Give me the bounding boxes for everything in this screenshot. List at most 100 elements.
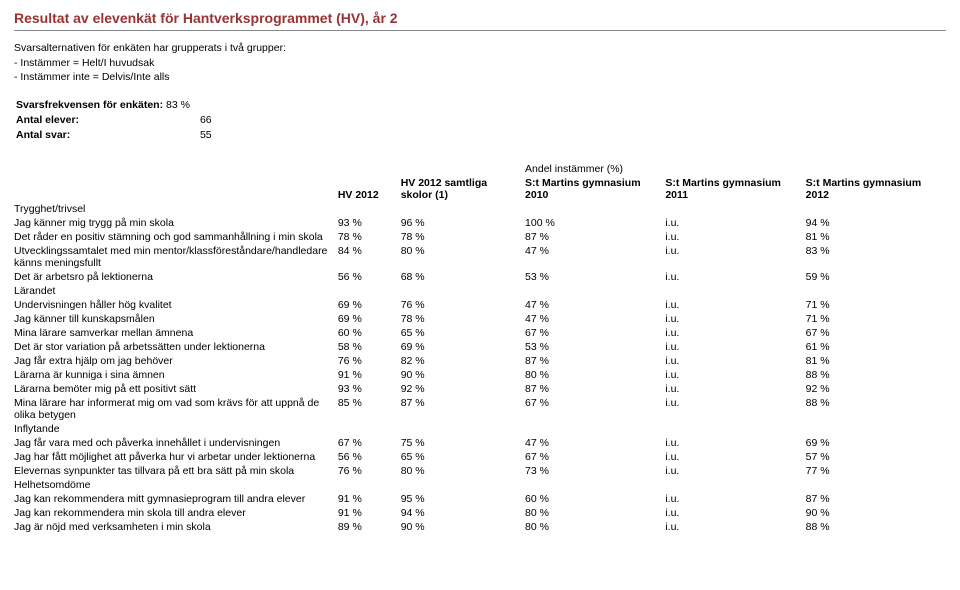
stats-row-svar: Antal svar: 55	[16, 129, 220, 142]
cell-value: 47 %	[525, 298, 665, 312]
cell-value: 92 %	[401, 382, 525, 396]
cell-value: 95 %	[401, 492, 525, 506]
cell-value: 89 %	[338, 520, 401, 534]
cell-value: 91 %	[338, 506, 401, 520]
intro-block: Svarsalternativen för enkäten har gruppe…	[14, 41, 946, 85]
cell-value: 94 %	[401, 506, 525, 520]
cell-value: 82 %	[401, 354, 525, 368]
cell-value: 61 %	[806, 340, 946, 354]
cell-value: 56 %	[338, 270, 401, 284]
cell-value: 87 %	[525, 382, 665, 396]
cell-value: 91 %	[338, 368, 401, 382]
cell-value: i.u.	[665, 506, 805, 520]
section-header-row: Trygghet/trivsel	[14, 202, 946, 216]
cell-value: 71 %	[806, 298, 946, 312]
cell-value: 88 %	[806, 520, 946, 534]
stats-svar-value: 55	[200, 129, 220, 142]
cell-value: 60 %	[525, 492, 665, 506]
title-divider	[14, 30, 946, 31]
row-label: Lärarna bemöter mig på ett positivt sätt	[14, 382, 338, 396]
cell-value: 69 %	[806, 436, 946, 450]
cell-value: 87 %	[401, 396, 525, 422]
cell-value: 67 %	[525, 326, 665, 340]
table-row: Utvecklingssamtalet med min mentor/klass…	[14, 244, 946, 270]
cell-value: 59 %	[806, 270, 946, 284]
row-label: Det är arbetsro på lektionerna	[14, 270, 338, 284]
section-title: Inflytande	[14, 422, 946, 436]
cell-value: 60 %	[338, 326, 401, 340]
table-row: Jag är nöjd med verksamheten i min skola…	[14, 520, 946, 534]
cell-value: 87 %	[806, 492, 946, 506]
cell-value: i.u.	[665, 382, 805, 396]
cell-value: 65 %	[401, 326, 525, 340]
row-label: Det är stor variation på arbetssätten un…	[14, 340, 338, 354]
cell-value: 90 %	[401, 520, 525, 534]
section-header-row: Helhetsomdöme	[14, 478, 946, 492]
cell-value: 85 %	[338, 396, 401, 422]
cell-value: 68 %	[401, 270, 525, 284]
cell-value: 80 %	[525, 506, 665, 520]
cell-value: 76 %	[338, 464, 401, 478]
row-label: Jag är nöjd med verksamheten i min skola	[14, 520, 338, 534]
intro-line-1: Svarsalternativen för enkäten har gruppe…	[14, 41, 946, 56]
cell-value: i.u.	[665, 312, 805, 326]
cell-value: 77 %	[806, 464, 946, 478]
table-row: Jag har fått möjlighet att påverka hur v…	[14, 450, 946, 464]
col-header-1: HV 2012 samtliga skolor (1)	[401, 176, 525, 202]
stats-row-response: Svarsfrekvensen för enkäten: 83 %	[16, 99, 220, 112]
stats-table: Svarsfrekvensen för enkäten: 83 % Antal …	[14, 97, 222, 144]
row-label: Det råder en positiv stämning och god sa…	[14, 230, 338, 244]
cell-value: i.u.	[665, 492, 805, 506]
cell-value: 73 %	[525, 464, 665, 478]
cell-value: 65 %	[401, 450, 525, 464]
row-label: Undervisningen håller hög kvalitet	[14, 298, 338, 312]
cell-value: i.u.	[665, 270, 805, 284]
cell-value: 76 %	[338, 354, 401, 368]
cell-value: 75 %	[401, 436, 525, 450]
page-title: Resultat av elevenkät för Hantverksprogr…	[14, 10, 946, 26]
row-label: Mina lärare samverkar mellan ämnena	[14, 326, 338, 340]
cell-value: 87 %	[525, 354, 665, 368]
table-row: Mina lärare samverkar mellan ämnena60 %6…	[14, 326, 946, 340]
cell-value: 88 %	[806, 368, 946, 382]
row-label: Jag får extra hjälp om jag behöver	[14, 354, 338, 368]
cell-value: 58 %	[338, 340, 401, 354]
cell-value: 88 %	[806, 396, 946, 422]
table-row: Jag kan rekommendera mitt gymnasieprogra…	[14, 492, 946, 506]
cell-value: i.u.	[665, 520, 805, 534]
cell-value: 100 %	[525, 216, 665, 230]
intro-line-2: - Instämmer = Helt/I huvudsak	[14, 56, 946, 71]
table-row: Undervisningen håller hög kvalitet69 %76…	[14, 298, 946, 312]
column-headers-row: HV 2012 HV 2012 samtliga skolor (1) S:t …	[14, 176, 946, 202]
row-label: Jag har fått möjlighet att påverka hur v…	[14, 450, 338, 464]
stats-svar-label: Antal svar:	[16, 129, 198, 142]
stats-elever-value: 66	[200, 114, 220, 127]
cell-value: 91 %	[338, 492, 401, 506]
cell-value: 80 %	[401, 464, 525, 478]
row-label: Mina lärare har informerat mig om vad so…	[14, 396, 338, 422]
cell-value: 69 %	[401, 340, 525, 354]
cell-value: i.u.	[665, 396, 805, 422]
cell-value: 80 %	[525, 520, 665, 534]
cell-value: 83 %	[806, 244, 946, 270]
col-header-2: S:t Martins gymnasium 2010	[525, 176, 665, 202]
cell-value: i.u.	[665, 450, 805, 464]
super-header: Andel instämmer (%)	[525, 162, 665, 176]
cell-value: i.u.	[665, 436, 805, 450]
table-row: Jag känner mig trygg på min skola93 %96 …	[14, 216, 946, 230]
cell-value: 47 %	[525, 312, 665, 326]
table-row: Lärarna är kunniga i sina ämnen91 %90 %8…	[14, 368, 946, 382]
intro-line-3: - Instämmer inte = Delvis/Inte alls	[14, 70, 946, 85]
stats-response-label: Svarsfrekvensen för enkäten: 83 %	[16, 99, 198, 112]
cell-value: 80 %	[401, 244, 525, 270]
section-header-row: Lärandet	[14, 284, 946, 298]
cell-value: 81 %	[806, 354, 946, 368]
table-row: Lärarna bemöter mig på ett positivt sätt…	[14, 382, 946, 396]
stats-elever-label: Antal elever:	[16, 114, 198, 127]
row-label: Jag känner mig trygg på min skola	[14, 216, 338, 230]
row-label: Jag kan rekommendera mitt gymnasieprogra…	[14, 492, 338, 506]
cell-value: 69 %	[338, 298, 401, 312]
table-row: Det är arbetsro på lektionerna56 %68 %53…	[14, 270, 946, 284]
cell-value: 90 %	[401, 368, 525, 382]
cell-value: 67 %	[806, 326, 946, 340]
